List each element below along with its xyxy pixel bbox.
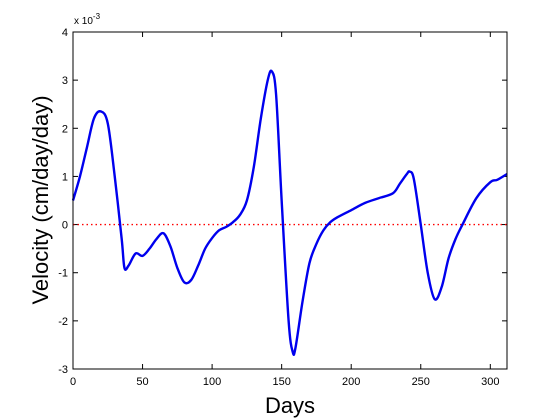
x-axis-label: Days — [265, 393, 315, 418]
y-tick-label: 0 — [62, 220, 68, 232]
y-axis-label: Velocity (cm/day/day) — [28, 95, 53, 304]
x-tick-label: 0 — [70, 376, 76, 388]
tick-labels: 0 50 100 150 200 250 300 -3 -2 -1 0 1 2 3 4 — [58, 27, 499, 388]
y-tick-label: -1 — [58, 268, 68, 280]
y-tick-label: -2 — [58, 316, 68, 328]
y-tick-label: 3 — [62, 75, 68, 87]
y-tick-label: -3 — [58, 364, 68, 376]
x-tick-label: 150 — [272, 376, 290, 388]
series-layer — [71, 69, 508, 356]
y-multiplier-base: x 10 — [74, 16, 93, 27]
x-tick-label: 200 — [342, 376, 360, 388]
y-multiplier-label: x 10-3 — [74, 12, 101, 27]
y-multiplier-exponent: -3 — [93, 12, 101, 21]
x-tick-label: 50 — [136, 376, 148, 388]
x-tick-label: 100 — [203, 376, 221, 388]
y-tick-label: 4 — [62, 27, 68, 39]
plot-frame — [72, 31, 508, 370]
y-tick-label: 2 — [62, 123, 68, 135]
y-tick-label: 1 — [62, 171, 68, 183]
velocity-series-line — [71, 69, 508, 356]
x-tick-label: 250 — [412, 376, 430, 388]
x-tick-label: 300 — [481, 376, 499, 388]
plot-background — [73, 32, 507, 369]
